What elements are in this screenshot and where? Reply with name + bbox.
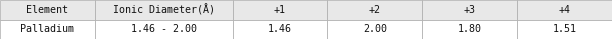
Bar <box>95 20 233 39</box>
Text: Element: Element <box>26 5 69 15</box>
Bar <box>517 0 612 20</box>
Bar <box>517 20 612 39</box>
Text: 2.00: 2.00 <box>363 24 387 34</box>
Text: 1.46: 1.46 <box>268 24 292 34</box>
Text: +2: +2 <box>369 5 381 15</box>
Text: +4: +4 <box>559 5 570 15</box>
Text: +1: +1 <box>274 5 286 15</box>
Bar <box>233 20 327 39</box>
Text: 1.51: 1.51 <box>553 24 577 34</box>
Bar <box>327 0 422 20</box>
Bar <box>422 20 517 39</box>
Text: Ionic Diameter(Å): Ionic Diameter(Å) <box>113 4 215 15</box>
Bar <box>422 0 517 20</box>
Bar <box>0 0 95 20</box>
Bar <box>95 0 233 20</box>
Text: 1.80: 1.80 <box>458 24 482 34</box>
Bar <box>327 20 422 39</box>
Text: 1.46 - 2.00: 1.46 - 2.00 <box>131 24 196 34</box>
Text: Palladium: Palladium <box>20 24 75 34</box>
Bar <box>0 20 95 39</box>
Bar <box>233 0 327 20</box>
Text: +3: +3 <box>464 5 476 15</box>
